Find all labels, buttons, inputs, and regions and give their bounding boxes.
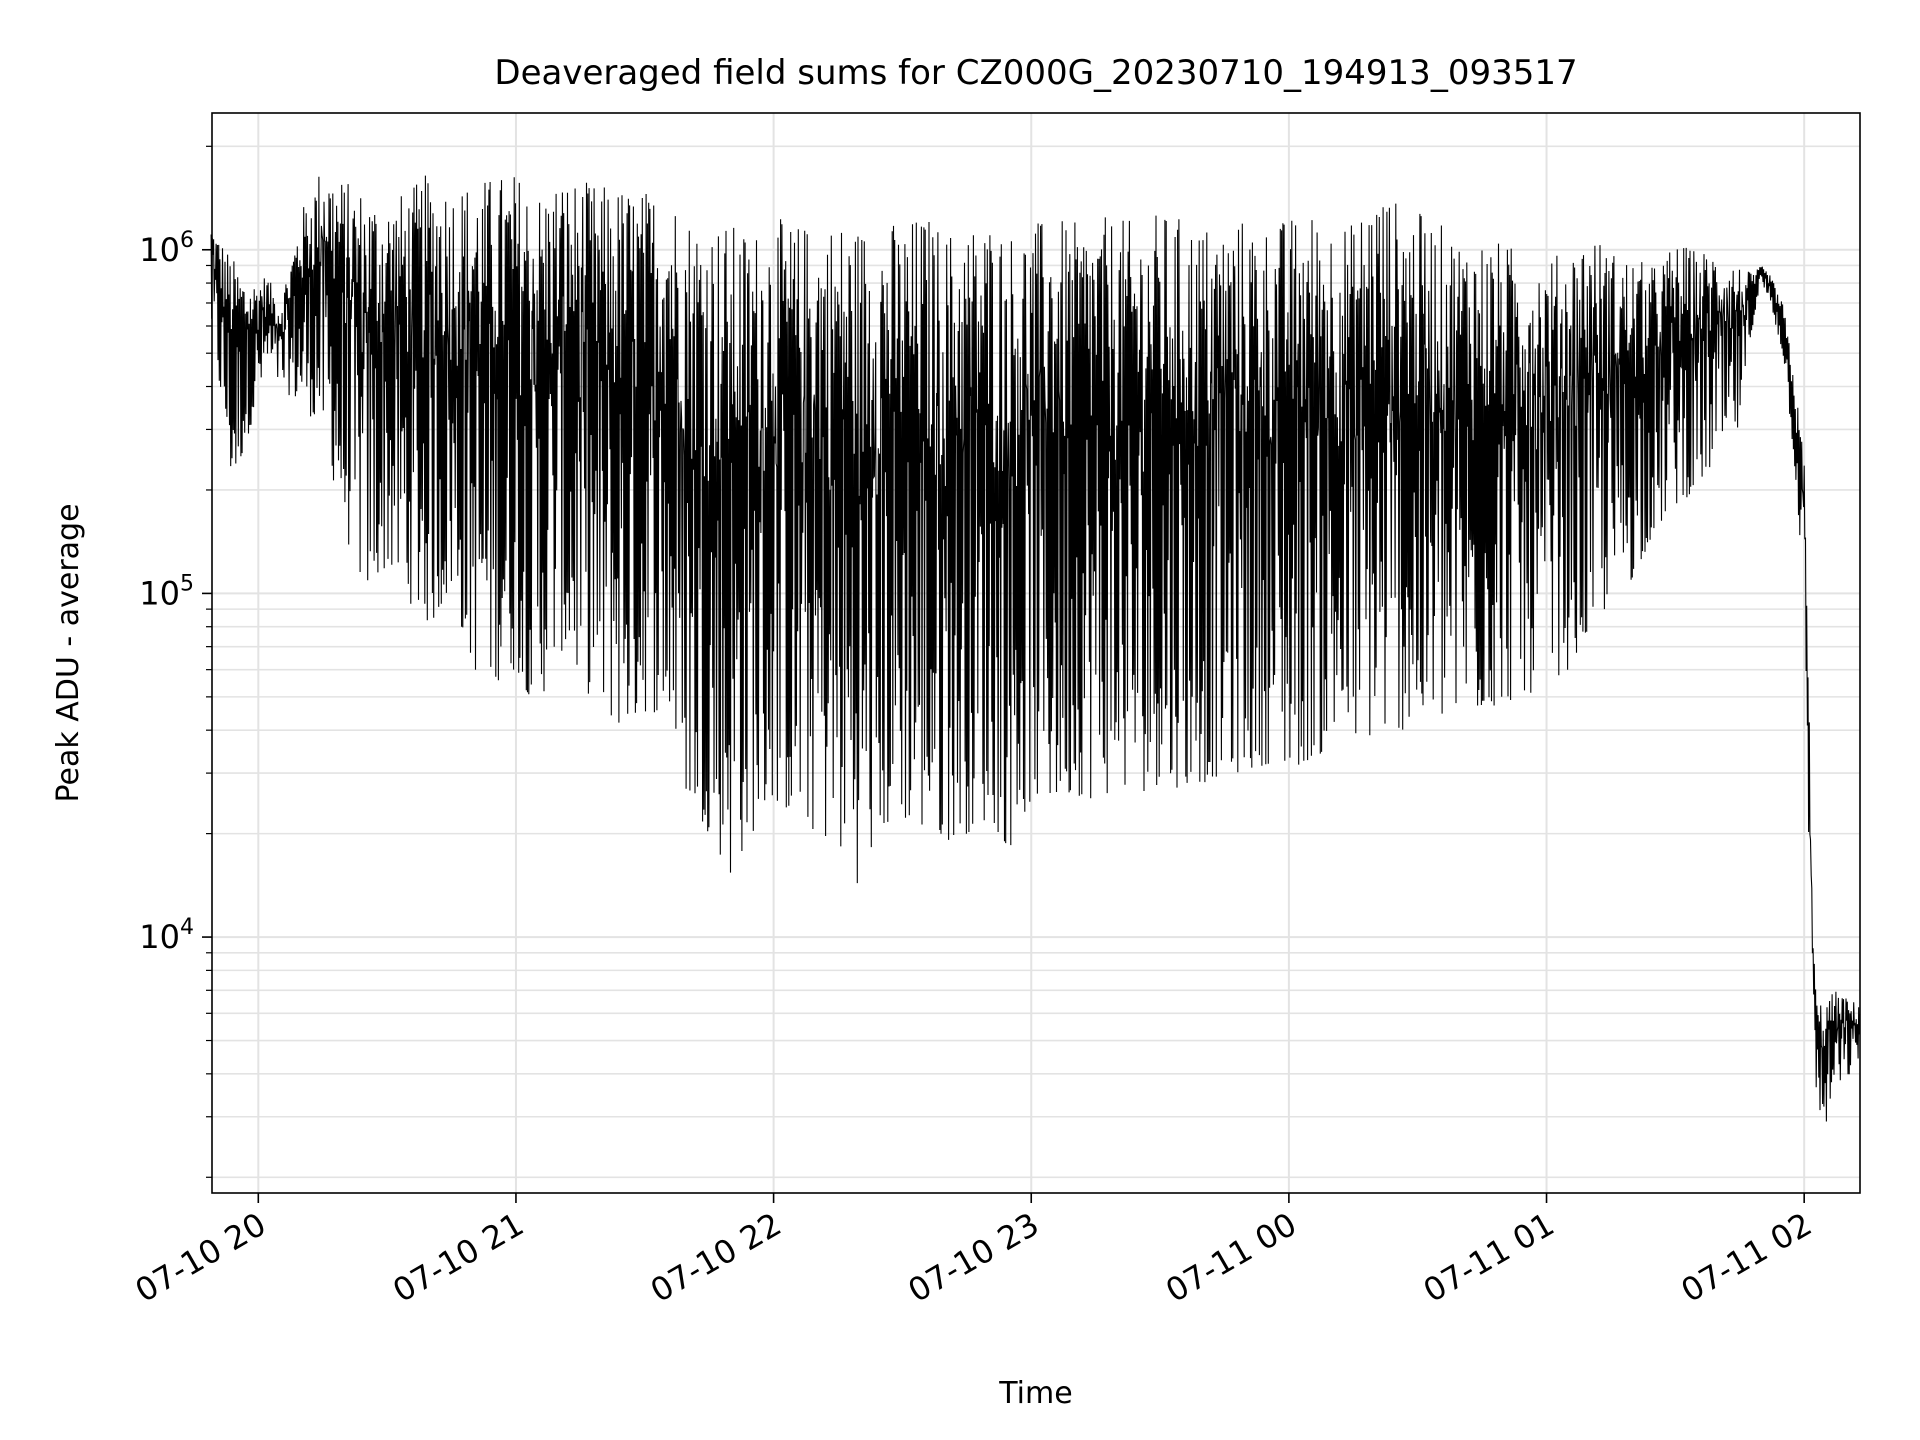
y-tick-label: 106 (139, 228, 194, 269)
y-axis: 104 105 106 (139, 145, 212, 1178)
chart-title: Deaveraged field sums for CZ000G_2023071… (494, 53, 1577, 93)
y-tick-label: 105 (139, 571, 194, 612)
plot-area (210, 175, 1861, 1122)
y-axis-label: Peak ADU - average (51, 503, 86, 802)
x-axis-label: Time (998, 1376, 1072, 1411)
series-line (210, 175, 1861, 1122)
y-tick-label: 104 (139, 915, 194, 956)
axes-frame (211, 112, 1861, 1194)
